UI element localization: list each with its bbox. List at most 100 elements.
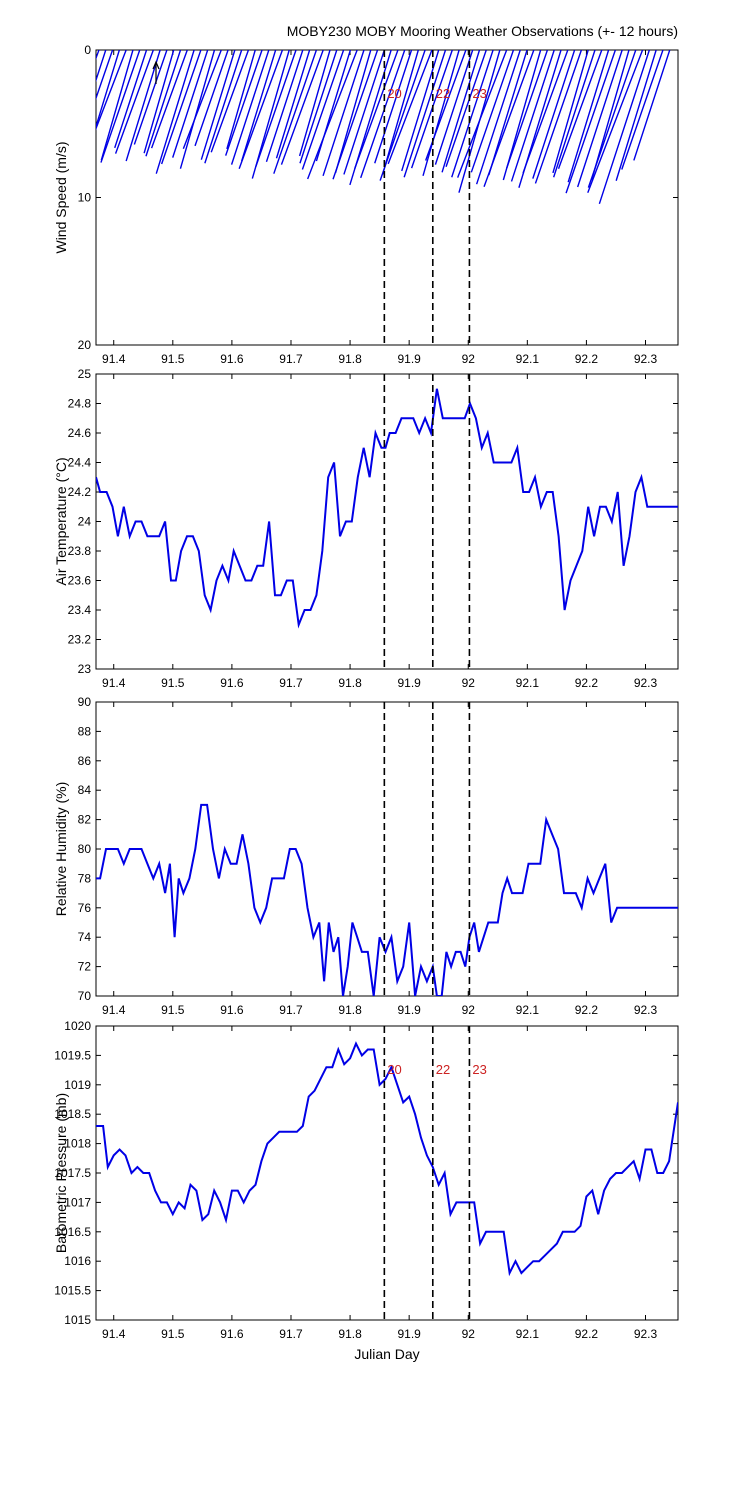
wind-vector — [506, 50, 549, 169]
plot-area — [96, 1041, 678, 1277]
y-tick-label: 70 — [78, 989, 92, 1003]
wind-vector — [238, 50, 284, 170]
wind-vector — [204, 50, 243, 164]
y-tick-label: 1015.5 — [54, 1284, 91, 1298]
wind-vector — [332, 50, 379, 180]
wind-vector — [343, 50, 386, 175]
wind-vector — [598, 50, 651, 205]
wind-vector — [133, 50, 168, 145]
wind-vector — [172, 50, 209, 158]
x-tick-label: 92.2 — [575, 1003, 599, 1017]
y-tick-label: 23.8 — [68, 544, 92, 558]
wind-vector — [534, 50, 583, 184]
wind-vector — [125, 50, 161, 162]
y-tick-label: 23.2 — [68, 633, 92, 647]
wind-vector — [224, 50, 263, 156]
y-tick-label: 90 — [78, 695, 92, 709]
wind-vector — [100, 50, 141, 163]
wind-vector — [306, 50, 358, 180]
wind-vector — [114, 50, 148, 149]
x-tick-label: 92.1 — [516, 1003, 540, 1017]
wind-vector — [587, 50, 644, 193]
y-tick-label: 1017 — [64, 1195, 91, 1209]
y-tick-label: 25 — [78, 367, 92, 381]
x-tick-label: 92 — [462, 1327, 476, 1341]
x-tick-label: 91.4 — [102, 1003, 126, 1017]
wind-vector — [194, 50, 229, 147]
wind-vector — [301, 50, 345, 170]
x-tick-label: 91.4 — [102, 1327, 126, 1341]
wind-vector — [280, 50, 324, 165]
wind-vector — [557, 50, 603, 170]
y-axis-label: Air Temperature (°C) — [53, 457, 69, 585]
y-tick-label: 1018.5 — [54, 1107, 91, 1121]
wind-vector — [155, 50, 195, 174]
x-tick-label: 91.7 — [279, 352, 303, 366]
y-tick-label: 72 — [78, 960, 92, 974]
wind-vector — [457, 50, 508, 178]
y-tick-label: 88 — [78, 724, 92, 738]
wind-vector — [200, 50, 236, 160]
wind-vector — [422, 50, 460, 176]
axes-frame — [95, 701, 679, 997]
wind-vector — [240, 50, 277, 162]
y-tick-label: 20 — [78, 338, 92, 352]
y-tick-label: 0 — [84, 43, 91, 57]
panel-wind: 91.4 91.5 91.6 91.7 91.8 91.9 92 92.1 92.2 92.3 0 1… — [53, 43, 679, 366]
north-arrowhead — [152, 60, 160, 70]
y-tick-label: 23.4 — [68, 603, 92, 617]
x-tick-label: 91.8 — [338, 1003, 362, 1017]
y-tick-label: 24.4 — [68, 456, 92, 470]
event-marker-label: 23 — [472, 1062, 486, 1077]
wind-vector — [226, 50, 256, 150]
x-tick-label: 92 — [462, 352, 476, 366]
x-tick-label: 92.1 — [516, 1327, 540, 1341]
y-tick-label: 80 — [78, 842, 92, 856]
wind-vector — [403, 50, 447, 178]
wind-vector — [354, 50, 399, 170]
wind-vector — [441, 50, 481, 173]
x-tick-label: 91.4 — [102, 676, 126, 690]
x-tick-label: 91.9 — [397, 1327, 421, 1341]
wind-vector — [510, 50, 555, 182]
event-marker-label: 23 — [472, 86, 486, 101]
y-tick-label: 1017.5 — [54, 1166, 91, 1180]
x-tick-label: 92.1 — [516, 676, 540, 690]
wind-vector — [633, 50, 671, 161]
series-line — [96, 1041, 678, 1277]
wind-vector — [621, 50, 664, 170]
event-marker-label: 22 — [436, 86, 450, 101]
plot-area — [96, 388, 678, 629]
wind-vector — [552, 50, 589, 174]
wind-vector — [552, 50, 596, 178]
series-line — [96, 388, 678, 629]
wind-vector — [96, 50, 114, 101]
y-tick-label: 24.8 — [68, 397, 92, 411]
y-tick-label: 1019 — [64, 1078, 91, 1092]
x-tick-label: 92 — [462, 676, 476, 690]
wind-vector — [255, 50, 297, 167]
wind-vector — [374, 50, 413, 164]
y-tick-label: 23 — [78, 662, 92, 676]
wind-vector — [475, 50, 521, 185]
y-axis-label: Wind Speed (m/s) — [53, 141, 69, 253]
y-tick-label: 86 — [78, 754, 92, 768]
y-tick-label: 24 — [78, 515, 92, 529]
figure-title: MOBY230 MOBY Mooring Weather Observation… — [286, 23, 678, 39]
x-tick-label: 91.6 — [220, 676, 244, 690]
wind-vector — [387, 50, 433, 165]
x-tick-label: 91.5 — [161, 1003, 185, 1017]
y-tick-label: 23.6 — [68, 574, 92, 588]
wind-vector — [299, 50, 338, 164]
wind-vector — [565, 50, 617, 194]
wind-vector — [182, 50, 222, 150]
y-tick-label: 1018 — [64, 1137, 91, 1151]
wind-vector — [298, 50, 331, 157]
wind-vector — [322, 50, 365, 177]
y-tick-label: 76 — [78, 901, 92, 915]
wind-vector — [445, 50, 487, 167]
x-tick-label: 91.7 — [279, 676, 303, 690]
wind-vector — [360, 50, 406, 179]
panel-barometric_pressure: 91.4 91.5 91.6 91.7 91.8 91.9 92 92.1 92.2 92.3 10… — [53, 1019, 679, 1341]
